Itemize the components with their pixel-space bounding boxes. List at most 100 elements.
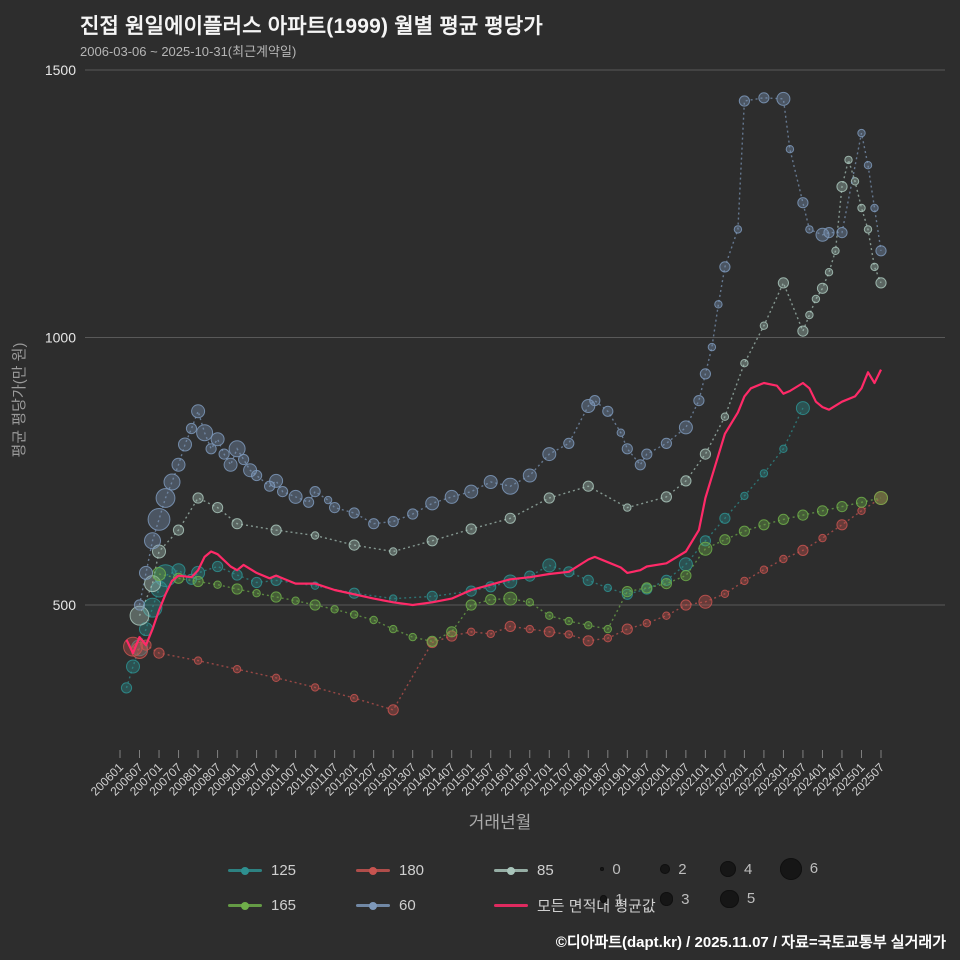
data-point[interactable]	[171, 457, 186, 472]
data-point[interactable]	[126, 659, 140, 674]
data-point[interactable]	[288, 489, 303, 504]
legend-item-180[interactable]: 180	[356, 862, 476, 879]
data-point[interactable]	[857, 128, 866, 138]
data-point[interactable]	[348, 539, 360, 551]
data-point[interactable]	[503, 591, 518, 606]
data-point[interactable]	[504, 620, 516, 633]
data-point[interactable]	[707, 342, 717, 352]
data-point[interactable]	[816, 282, 829, 294]
data-point[interactable]	[218, 448, 230, 460]
data-point[interactable]	[350, 610, 359, 619]
data-point[interactable]	[564, 616, 573, 626]
data-point[interactable]	[797, 509, 809, 521]
data-point[interactable]	[139, 565, 153, 580]
data-point[interactable]	[120, 682, 133, 694]
data-point[interactable]	[660, 578, 673, 590]
data-point[interactable]	[563, 437, 575, 449]
data-point[interactable]	[875, 245, 887, 257]
data-point[interactable]	[309, 599, 321, 611]
data-point[interactable]	[426, 590, 438, 603]
data-point[interactable]	[720, 589, 730, 598]
legend-item-165[interactable]: 165	[228, 895, 338, 916]
data-point[interactable]	[155, 488, 176, 508]
data-point[interactable]	[776, 91, 791, 106]
data-point[interactable]	[818, 533, 827, 543]
legend-item-average[interactable]: 모든 면적대 평균값	[494, 895, 656, 916]
data-point[interactable]	[831, 246, 840, 256]
data-point[interactable]	[740, 576, 749, 586]
data-point[interactable]	[543, 626, 555, 638]
data-point[interactable]	[153, 647, 165, 659]
data-point[interactable]	[836, 519, 848, 531]
data-point[interactable]	[805, 310, 814, 320]
data-point[interactable]	[602, 405, 614, 417]
data-point[interactable]	[144, 532, 161, 550]
data-point[interactable]	[824, 268, 834, 277]
data-point[interactable]	[252, 589, 261, 598]
data-point[interactable]	[213, 580, 222, 589]
data-point[interactable]	[251, 576, 263, 589]
data-point[interactable]	[738, 95, 751, 107]
data-point[interactable]	[582, 574, 594, 587]
data-point[interactable]	[660, 491, 673, 503]
data-point[interactable]	[680, 475, 692, 487]
data-point[interactable]	[483, 475, 498, 489]
data-point[interactable]	[192, 492, 204, 504]
data-point[interactable]	[425, 496, 440, 511]
data-point[interactable]	[501, 477, 519, 495]
data-point[interactable]	[758, 92, 770, 104]
data-point[interactable]	[196, 424, 214, 442]
data-point[interactable]	[212, 502, 224, 514]
data-point[interactable]	[698, 541, 713, 556]
data-point[interactable]	[621, 443, 633, 455]
data-point[interactable]	[719, 512, 731, 524]
data-point[interactable]	[815, 227, 830, 242]
data-point[interactable]	[525, 624, 534, 634]
data-point[interactable]	[426, 535, 438, 547]
data-point[interactable]	[621, 623, 633, 635]
data-point[interactable]	[623, 503, 632, 512]
data-point[interactable]	[720, 412, 730, 421]
data-point[interactable]	[564, 630, 573, 639]
data-point[interactable]	[368, 518, 380, 530]
data-point[interactable]	[603, 634, 612, 643]
data-point[interactable]	[874, 491, 888, 505]
data-point[interactable]	[738, 525, 751, 537]
data-point[interactable]	[863, 225, 873, 234]
data-point[interactable]	[857, 506, 866, 515]
data-point[interactable]	[525, 598, 534, 607]
data-point[interactable]	[271, 673, 281, 682]
data-point[interactable]	[779, 444, 788, 453]
data-point[interactable]	[407, 508, 419, 520]
data-point[interactable]	[797, 544, 809, 557]
data-point[interactable]	[875, 277, 887, 289]
data-point[interactable]	[193, 656, 203, 665]
data-point[interactable]	[270, 524, 282, 536]
data-point[interactable]	[589, 395, 601, 407]
data-point[interactable]	[836, 501, 848, 513]
data-point[interactable]	[823, 227, 835, 239]
data-point[interactable]	[228, 440, 246, 458]
data-point[interactable]	[269, 473, 284, 488]
data-point[interactable]	[797, 325, 809, 337]
data-point[interactable]	[758, 519, 770, 531]
data-point[interactable]	[223, 457, 238, 472]
data-point[interactable]	[863, 161, 873, 170]
data-point[interactable]	[210, 432, 225, 447]
data-point[interactable]	[387, 515, 399, 528]
data-point[interactable]	[446, 626, 458, 638]
data-point[interactable]	[485, 594, 497, 606]
data-point[interactable]	[129, 605, 150, 626]
data-point[interactable]	[582, 480, 594, 492]
data-point[interactable]	[836, 181, 848, 193]
data-point[interactable]	[759, 321, 769, 330]
data-point[interactable]	[408, 632, 417, 642]
data-point[interactable]	[212, 560, 224, 573]
data-point[interactable]	[616, 428, 625, 437]
data-point[interactable]	[251, 469, 263, 482]
data-point[interactable]	[185, 422, 198, 435]
data-point[interactable]	[545, 611, 554, 620]
data-point[interactable]	[464, 484, 479, 499]
data-point[interactable]	[504, 512, 516, 524]
data-point[interactable]	[857, 203, 866, 213]
